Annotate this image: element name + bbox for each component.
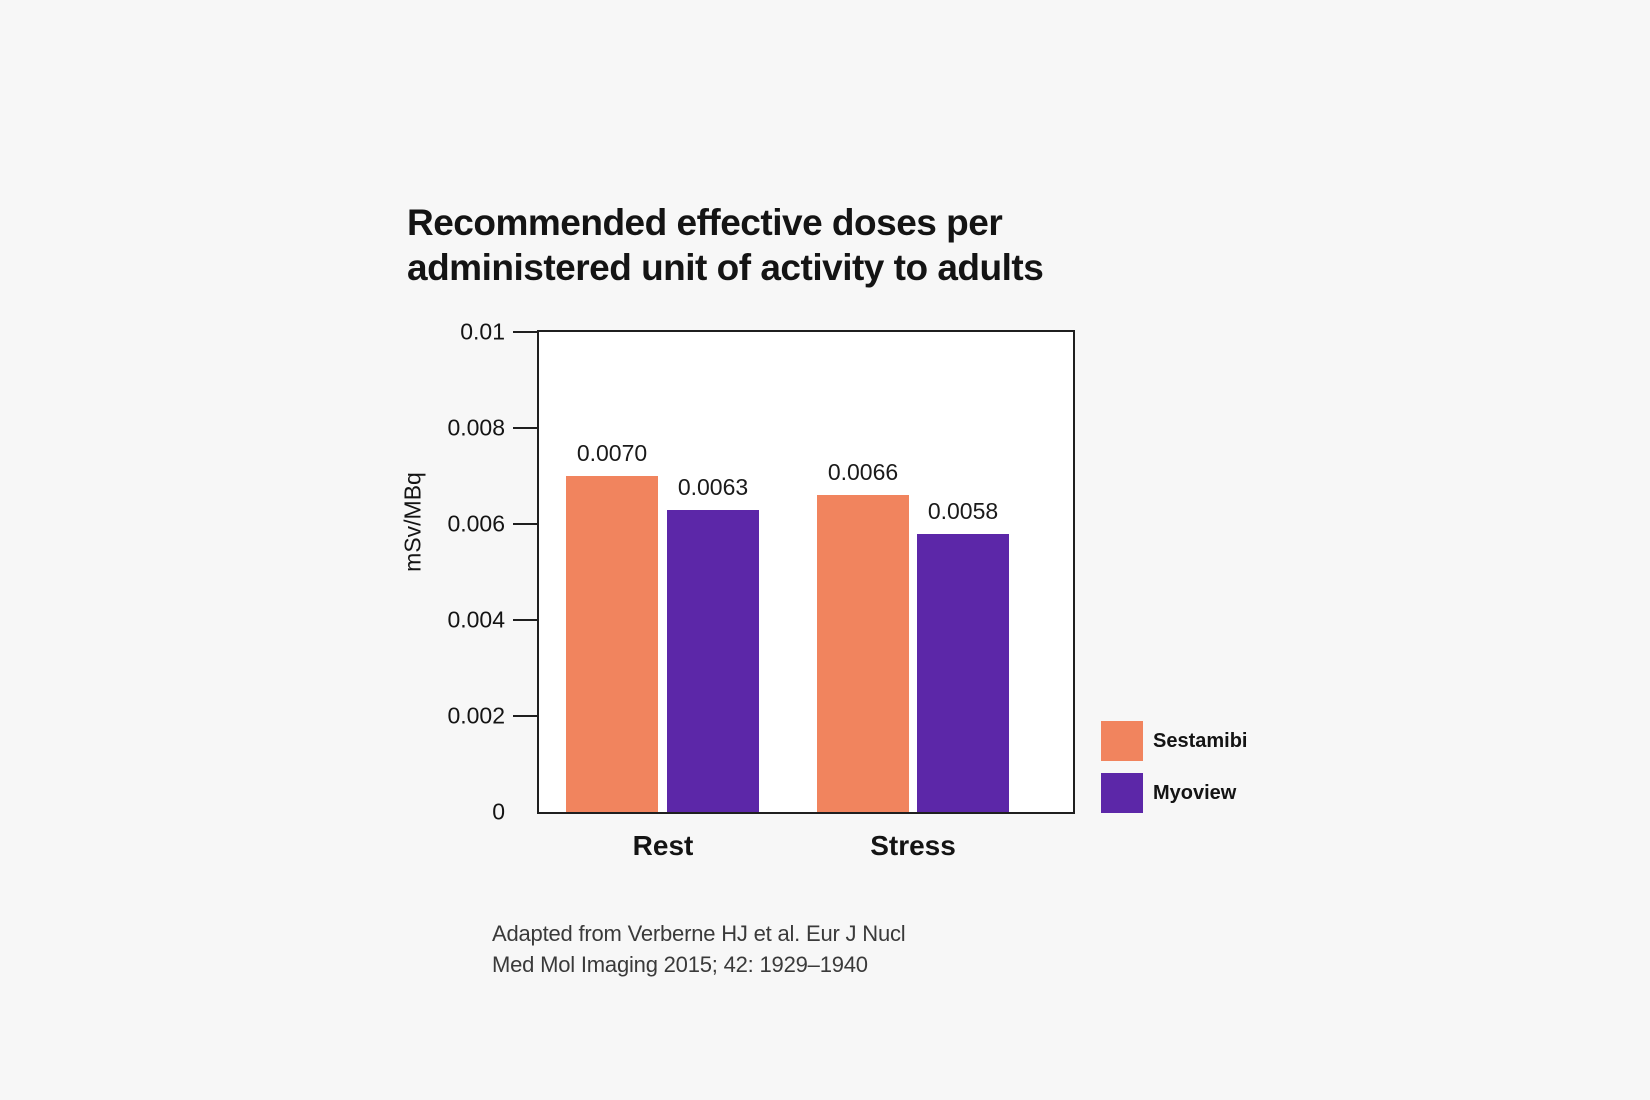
chart-title-line1: Recommended effective doses per [407, 202, 1003, 243]
legend-label: Sestamibi [1153, 729, 1248, 752]
y-axis-tick-label: 0.002 [447, 702, 505, 729]
source-caption: Adapted from Verberne HJ et al. Eur J Nu… [492, 918, 906, 980]
y-axis-tick-label: 0.01 [460, 318, 505, 345]
y-axis-tick [513, 427, 537, 429]
legend-swatch [1101, 721, 1143, 761]
bar-stress-myoview [917, 534, 1009, 812]
legend-item-sestamibi: Sestamibi [1101, 721, 1247, 761]
legend-swatch [1101, 773, 1143, 813]
x-axis-category-label-rest: Rest [632, 830, 694, 861]
bar-value-label: 0.0066 [827, 459, 899, 485]
bar-stress-sestamibi [817, 495, 909, 812]
y-axis-tick-label: 0.008 [447, 414, 505, 441]
bar-value-label: 0.0063 [677, 474, 749, 500]
y-axis-tick [513, 619, 537, 621]
source-caption-line1: Adapted from Verberne HJ et al. Eur J Nu… [492, 921, 906, 946]
legend-item-myoview: Myoview [1101, 773, 1247, 813]
chart-title-line2: administered unit of activity to adults [407, 247, 1044, 288]
y-axis-tick-label: 0.006 [447, 510, 505, 537]
legend-label: Myoview [1153, 781, 1237, 804]
bar-rest-sestamibi [566, 476, 658, 812]
y-axis-tick-label: 0 [492, 798, 505, 825]
chart-title: Recommended effective doses per administ… [407, 200, 1044, 290]
y-axis-tick [513, 331, 537, 333]
y-axis-tick-label: 0.004 [447, 606, 505, 633]
y-axis-tick [513, 715, 537, 717]
bar-value-label: 0.0070 [576, 440, 648, 466]
x-axis-category-label-stress: Stress [870, 830, 956, 861]
bar-rest-myoview [667, 510, 759, 812]
legend: Sestamibi Myoview [1101, 721, 1247, 825]
bar-value-label: 0.0058 [927, 498, 999, 524]
source-caption-line2: Med Mol Imaging 2015; 42: 1929–1940 [492, 952, 868, 977]
y-axis-tick [513, 523, 537, 525]
plot-area: 0.0070 0.0066 0.0063 0.0058 [537, 330, 1075, 814]
